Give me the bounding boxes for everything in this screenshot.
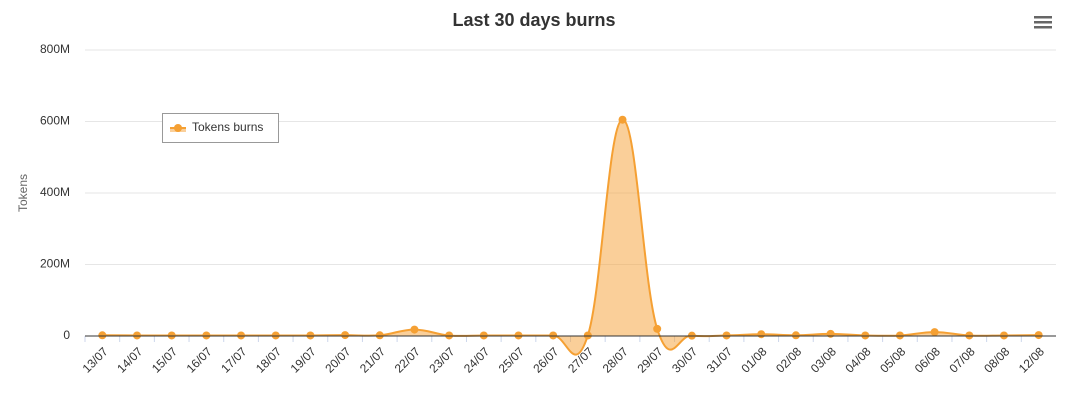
legend: Tokens burns (162, 113, 279, 143)
x-tick-label: 13/07 (80, 344, 111, 375)
menu-button[interactable] (1034, 16, 1052, 29)
x-tick-label: 25/07 (496, 344, 527, 375)
data-point (133, 331, 142, 340)
x-tick-label: 21/07 (357, 344, 388, 375)
x-tick-label: 12/08 (1016, 344, 1047, 375)
area-fill (102, 119, 1039, 355)
x-tick-label: 08/08 (981, 344, 1012, 375)
x-tick-label: 18/07 (253, 344, 284, 375)
data-point (549, 331, 558, 340)
x-tick-label: 29/07 (634, 344, 665, 375)
y-tick-label: 400M (40, 185, 70, 199)
data-point (999, 331, 1008, 340)
data-point (410, 325, 419, 334)
menu-bar[interactable] (1034, 21, 1052, 24)
x-tick-label: 01/08 (738, 344, 769, 375)
data-point (375, 331, 384, 340)
chart-title: Last 30 days burns (452, 10, 615, 30)
legend-label: Tokens burns (192, 120, 263, 134)
x-tick-label: 19/07 (288, 344, 319, 375)
legend-marker (174, 124, 182, 132)
data-point (237, 331, 246, 340)
x-tick-label: 20/07 (322, 344, 353, 375)
data-point (930, 328, 939, 337)
data-point (722, 331, 731, 340)
x-tick-label: 14/07 (114, 344, 145, 375)
y-tick-label: 0 (63, 328, 70, 342)
x-tick-label: 04/08 (842, 344, 873, 375)
data-point (757, 330, 766, 339)
x-tick-label: 06/08 (912, 344, 943, 375)
data-point (479, 331, 488, 340)
menu-bar[interactable] (1034, 26, 1052, 29)
data-point (306, 331, 315, 340)
x-tick-label: 07/08 (947, 344, 978, 375)
x-tick-label: 15/07 (149, 344, 180, 375)
data-point (202, 331, 211, 340)
data-point (583, 331, 592, 340)
data-point (618, 115, 627, 124)
x-tick-label: 23/07 (426, 344, 457, 375)
data-point (271, 331, 280, 340)
data-point (826, 329, 835, 338)
x-tick-label: 02/08 (773, 344, 804, 375)
y-tick-label: 800M (40, 42, 70, 56)
data-point (653, 324, 662, 333)
data-point (514, 331, 523, 340)
x-tick-label: 26/07 (530, 344, 561, 375)
data-point (445, 331, 454, 340)
x-tick-label: 03/08 (808, 344, 839, 375)
data-point (895, 331, 904, 340)
data-point (98, 331, 107, 340)
x-tick-label: 24/07 (461, 344, 492, 375)
x-tick-label: 17/07 (218, 344, 249, 375)
data-point (341, 331, 350, 340)
data-point (167, 331, 176, 340)
x-tick-label: 22/07 (392, 344, 423, 375)
data-point (861, 331, 870, 340)
y-tick-label: 200M (40, 257, 70, 271)
data-point (1034, 331, 1043, 340)
x-tick-label: 05/08 (877, 344, 908, 375)
y-tick-label: 600M (40, 114, 70, 128)
data-point (965, 331, 974, 340)
data-point (791, 331, 800, 340)
menu-bar[interactable] (1034, 16, 1052, 19)
x-tick-label: 31/07 (704, 344, 735, 375)
x-tick-label: 28/07 (600, 344, 631, 375)
series-line (102, 118, 1039, 356)
y-axis-title: Tokens (16, 174, 30, 212)
x-tick-label: 16/07 (184, 344, 215, 375)
